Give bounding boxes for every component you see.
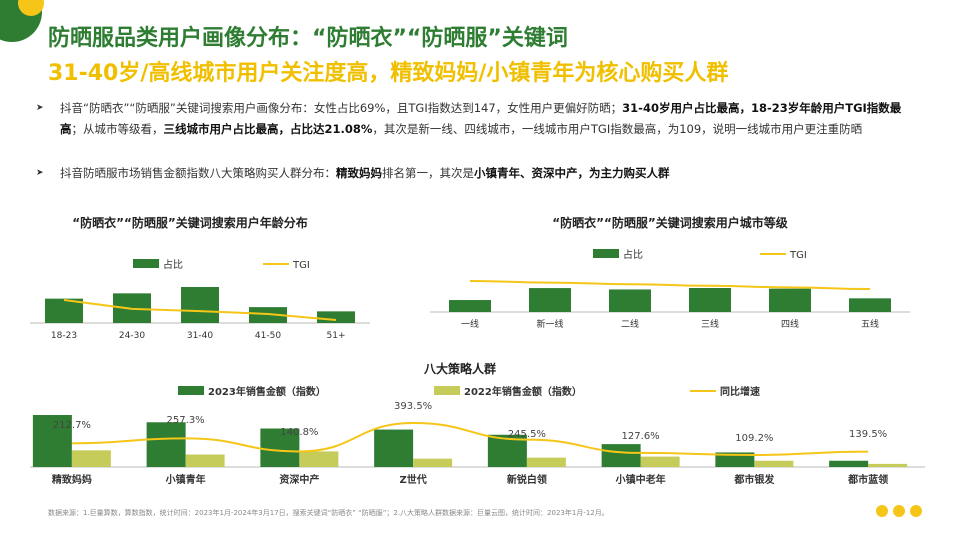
chart-title: 八大策略人群	[423, 361, 496, 376]
data-label: 212.7%	[53, 420, 91, 431]
bar	[868, 463, 908, 467]
chart-title: “防晒衣”“防晒服”关键词搜索用户城市等级	[552, 215, 788, 230]
bar	[829, 460, 869, 467]
category-label: 小镇中老年	[615, 473, 666, 486]
bar	[609, 289, 651, 312]
bar	[689, 288, 731, 312]
footnote: 数据来源：1.巨量算数，算数指数，统计时间：2023年1月-2024年3月17日…	[48, 509, 609, 517]
data-label: 109.2%	[735, 433, 773, 444]
dot-icon	[876, 505, 888, 517]
bar	[374, 429, 414, 467]
bar	[601, 444, 641, 467]
line-series	[71, 421, 869, 457]
bar	[185, 454, 225, 467]
legend-label: 占比	[163, 258, 183, 271]
category-label: 资深中产	[279, 473, 319, 486]
arrow-icon: ➤	[36, 168, 44, 178]
bar	[181, 287, 219, 323]
bar	[299, 451, 339, 467]
bullet-text: 抖音防晒服市场销售金额指数八大策略购买人群分布：	[60, 166, 336, 180]
bar	[526, 457, 566, 467]
legend-label: TGI	[292, 260, 310, 271]
legend-label: TGI	[789, 250, 807, 261]
bar	[32, 415, 72, 467]
bar	[413, 458, 453, 467]
bar	[715, 452, 755, 467]
bullet-text: 排名第一，其次是	[382, 166, 474, 180]
bar	[529, 288, 571, 312]
category-label: 24-30	[119, 331, 145, 341]
line-series	[63, 299, 337, 321]
page-subtitle: 31-40岁/高线城市用户关注度高，精致妈妈/小镇青年为核心购买人群	[48, 61, 729, 86]
category-label: 18-23	[51, 331, 77, 341]
category-label: 一线	[461, 318, 479, 330]
category-label: 新锐白领	[507, 473, 547, 486]
bullet-text: 抖音“防晒衣”“防晒服”关键词搜索用户画像分布：女性占比69%，且TGI指数达到…	[60, 101, 623, 115]
data-label: 140.8%	[280, 427, 318, 438]
legend-swatch	[434, 386, 460, 395]
bullet-1: ➤ 抖音“防晒衣”“防晒服”关键词搜索用户画像分布：女性占比69%，且TGI指数达…	[36, 98, 916, 140]
legend-label: 2023年销售金额（指数）	[208, 385, 326, 398]
category-label: 精致妈妈	[52, 473, 92, 486]
decor-circle-yellow	[18, 0, 44, 16]
dot-icon	[893, 505, 905, 517]
arrow-icon: ➤	[36, 103, 44, 113]
legend-swatch	[593, 249, 619, 258]
data-label: 127.6%	[622, 431, 660, 442]
dot-icon	[910, 505, 922, 517]
legend-swatch	[178, 386, 204, 395]
category-label: 小镇青年	[165, 473, 206, 486]
strategy-chart: 八大策略人群 2023年销售金额（指数） 2022年销售金额（指数） 同比增速精致妈妈…	[30, 361, 925, 486]
bar	[849, 298, 891, 312]
category-label: 二线	[621, 318, 639, 330]
category-label: 31-40	[187, 331, 213, 341]
bullet-text: 三线城市用户占比最高，占比达21.08%	[163, 122, 373, 136]
chart-title: “防晒衣”“防晒服”关键词搜索用户年龄分布	[72, 215, 308, 230]
category-label: Z世代	[399, 473, 426, 486]
category-label: 三线	[701, 318, 719, 330]
bullet-text: 精致妈妈	[336, 166, 382, 180]
category-label: 51+	[327, 331, 346, 341]
bar	[640, 456, 680, 467]
bullet-text: ，其次是新一线、四线城市，一线城市用户TGI指数最高，为109，说明一线城市用户…	[372, 122, 863, 136]
bar	[449, 300, 491, 312]
category-label: 四线	[781, 318, 799, 330]
bullet-text: 小镇青年、资深中产，为主力购买人群	[474, 166, 670, 180]
bar	[317, 311, 355, 323]
bar	[249, 307, 287, 323]
data-label: 139.5%	[849, 429, 887, 440]
bar	[754, 460, 794, 467]
data-label: 245.5%	[508, 429, 546, 440]
category-label: 五线	[861, 318, 879, 330]
bullet-text: ；从城市等级看，	[71, 122, 164, 136]
legend-swatch	[133, 259, 159, 268]
legend-label: 同比增速	[720, 385, 760, 398]
bar	[71, 450, 111, 467]
legend-label: 2022年销售金额（指数）	[464, 385, 582, 398]
page-title: 防晒服品类用户画像分布：“防晒衣”“防晒服”关键词	[48, 26, 568, 51]
data-label: 257.3%	[167, 415, 205, 426]
category-label: 都市蓝领	[847, 473, 888, 486]
category-label: 41-50	[255, 331, 281, 341]
bar	[260, 428, 300, 467]
bar	[45, 298, 83, 323]
bar	[146, 422, 186, 467]
line-series	[469, 280, 871, 290]
legend-label: 占比	[623, 248, 643, 261]
bullet-text: 31-40岁用户占比最高，18-23岁年龄用户TGI指数最高	[60, 101, 902, 136]
category-label: 都市银发	[733, 473, 775, 486]
bullet-2: ➤ 抖音防晒服市场销售金额指数八大策略购买人群分布：精致妈妈排名第一，其次是小镇青…	[36, 163, 916, 184]
data-label: 393.5%	[394, 401, 432, 412]
category-label: 新一线	[536, 318, 563, 330]
bar	[769, 288, 811, 312]
